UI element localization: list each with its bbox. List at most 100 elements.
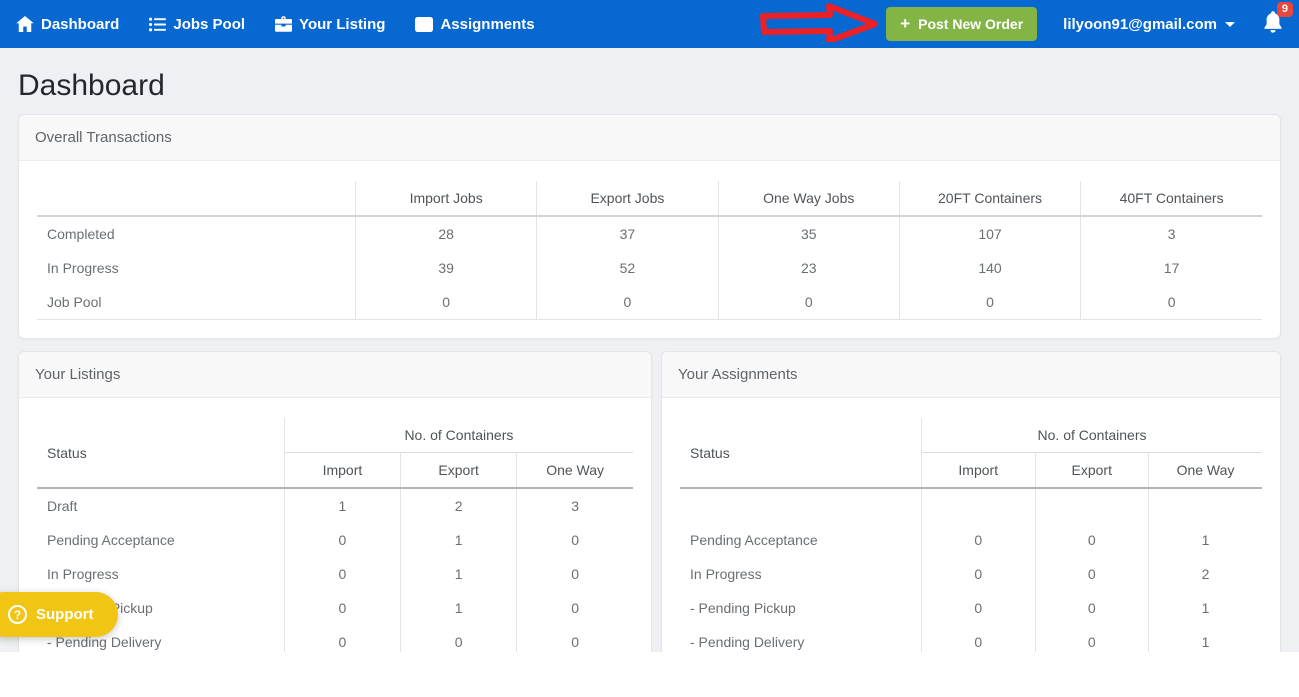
- table-header-row: Import Jobs Export Jobs One Way Jobs 20F…: [37, 181, 1262, 216]
- table-row: Pending Acceptance010: [37, 523, 633, 557]
- table-cell: Pending Acceptance: [680, 523, 922, 557]
- your-listings-title: Your Listings: [19, 352, 651, 398]
- annotation-arrow: [758, 2, 880, 47]
- app-viewport: Dashboard Jobs Pool Your Listing Assignm…: [0, 0, 1299, 652]
- empty-header-cell: [37, 181, 355, 216]
- your-assignments-table: Status No. of Containers Import Export O…: [680, 418, 1262, 652]
- table-cell: 0: [284, 557, 400, 591]
- column-header: One Way Jobs: [718, 181, 899, 216]
- table-header-row: Status No. of Containers: [680, 418, 1262, 453]
- home-icon: [16, 16, 34, 32]
- table-cell: 1: [401, 591, 517, 625]
- your-listings-table: Status No. of Containers Import Export O…: [37, 418, 633, 652]
- table-row: Pending Acceptance001: [680, 523, 1262, 557]
- table-cell: 3: [1081, 216, 1262, 251]
- table-cell: In Progress: [680, 557, 922, 591]
- nav-item-assignments[interactable]: Assignments: [415, 16, 534, 33]
- support-button[interactable]: ? Support: [0, 592, 118, 637]
- nav-item-jobs-pool[interactable]: Jobs Pool: [149, 16, 245, 33]
- table-row: In Progress39522314017: [37, 251, 1262, 285]
- column-header: One Way: [1148, 453, 1262, 489]
- user-email: lilyoon91@gmail.com: [1063, 16, 1217, 33]
- table-cell: 0: [1035, 625, 1148, 652]
- table-cell: 17: [1081, 251, 1262, 285]
- column-header: Import: [922, 453, 1035, 489]
- page-title: Dashboard: [18, 68, 1281, 104]
- table-cell: 1: [284, 488, 400, 523]
- user-menu-dropdown[interactable]: lilyoon91@gmail.com: [1063, 16, 1235, 33]
- overall-transactions-table: Import Jobs Export Jobs One Way Jobs 20F…: [37, 181, 1262, 320]
- post-new-order-button[interactable]: + Post New Order: [886, 7, 1037, 41]
- page-content: Dashboard Overall Transactions Import Jo…: [0, 68, 1299, 652]
- group-header: No. of Containers: [922, 418, 1262, 453]
- table-cell: 140: [899, 251, 1080, 285]
- nav-item-your-listing[interactable]: Your Listing: [275, 16, 385, 33]
- table-cell: Job Pool: [37, 285, 355, 320]
- question-mark-icon: ?: [8, 605, 27, 624]
- table-cell: 35: [718, 216, 899, 251]
- column-header: 40FT Containers: [1081, 181, 1262, 216]
- table-cell: 0: [1035, 557, 1148, 591]
- table-cell: 1: [1148, 523, 1262, 557]
- overall-transactions-body: Import Jobs Export Jobs One Way Jobs 20F…: [19, 161, 1280, 338]
- table-cell: In Progress: [37, 251, 355, 285]
- table-cell: 1: [401, 557, 517, 591]
- overall-transactions-card: Overall Transactions Import Jobs Export …: [18, 114, 1281, 339]
- overall-transactions-title: Overall Transactions: [19, 115, 1280, 161]
- column-header: Export: [401, 453, 517, 489]
- inbox-icon: [415, 17, 433, 32]
- table-cell: 1: [1148, 625, 1262, 652]
- table-cell: 3: [517, 488, 633, 523]
- group-header: No. of Containers: [284, 418, 633, 453]
- table-row: - Pending Delivery000: [37, 625, 633, 652]
- notifications-button[interactable]: 9: [1263, 11, 1283, 38]
- table-cell: 1: [401, 523, 517, 557]
- table-header-row: Status No. of Containers: [37, 418, 633, 453]
- chevron-down-icon: [1225, 22, 1235, 27]
- table-cell: 1: [1148, 591, 1262, 625]
- table-cell: [1035, 488, 1148, 523]
- table-cell: Completed: [37, 216, 355, 251]
- table-cell: 2: [1148, 557, 1262, 591]
- table-cell: 37: [537, 216, 718, 251]
- table-cell: [680, 488, 922, 523]
- nav-item-label: Dashboard: [41, 16, 119, 33]
- table-cell: - Pending Delivery: [680, 625, 922, 652]
- table-cell: 0: [284, 591, 400, 625]
- table-cell: - Pending Pickup: [680, 591, 922, 625]
- table-cell: 0: [517, 523, 633, 557]
- table-cell: 0: [517, 557, 633, 591]
- column-header: Import Jobs: [355, 181, 536, 216]
- table-cell: Pending Acceptance: [37, 523, 284, 557]
- post-new-order-label: Post New Order: [918, 16, 1023, 32]
- table-row: Job Pool00000: [37, 285, 1262, 320]
- table-cell: 0: [537, 285, 718, 320]
- status-header: Status: [37, 418, 284, 488]
- table-row: - Pending Pickup010: [37, 591, 633, 625]
- table-cell: 0: [899, 285, 1080, 320]
- your-assignments-card: Your Assignments Status No. of Container…: [661, 351, 1281, 652]
- table-cell: 0: [517, 625, 633, 652]
- your-assignments-title: Your Assignments: [662, 352, 1280, 398]
- table-cell: 107: [899, 216, 1080, 251]
- table-cell: 0: [1035, 591, 1148, 625]
- table-cell: 0: [1035, 523, 1148, 557]
- table-cell: [1148, 488, 1262, 523]
- status-header: Status: [680, 418, 922, 488]
- table-cell: 0: [355, 285, 536, 320]
- top-navbar: Dashboard Jobs Pool Your Listing Assignm…: [0, 0, 1299, 48]
- table-cell: 0: [284, 625, 400, 652]
- table-cell: 0: [922, 557, 1035, 591]
- nav-item-dashboard[interactable]: Dashboard: [16, 16, 119, 33]
- table-row: [680, 488, 1262, 523]
- nav-item-label: Jobs Pool: [173, 16, 245, 33]
- briefcase-icon: [275, 16, 292, 32]
- notification-count-badge: 9: [1277, 2, 1293, 17]
- table-cell: [922, 488, 1035, 523]
- column-header: Import: [284, 453, 400, 489]
- table-cell: In Progress: [37, 557, 284, 591]
- table-row: Completed2837351073: [37, 216, 1262, 251]
- table-cell: 0: [922, 591, 1035, 625]
- column-header: 20FT Containers: [899, 181, 1080, 216]
- table-cell: 2: [401, 488, 517, 523]
